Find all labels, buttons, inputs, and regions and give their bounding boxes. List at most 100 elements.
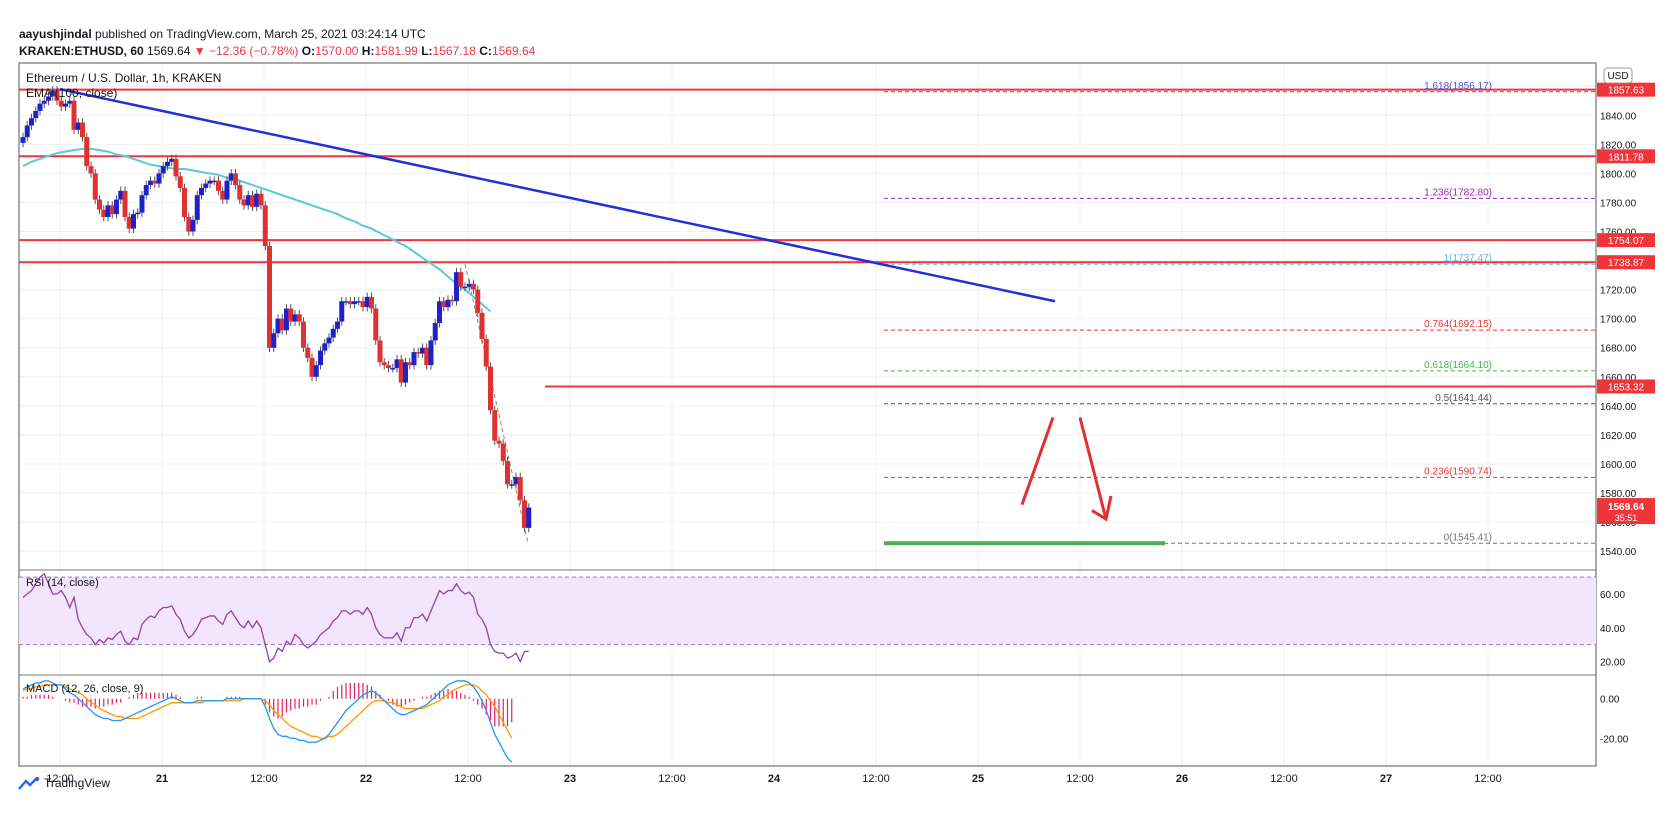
candle-body [509,484,515,486]
candle-body [88,166,94,174]
candle-body [199,187,204,196]
price-tick-label: 1700.00 [1600,315,1637,326]
ema-line [22,147,492,313]
close-value: 1569.64 [491,44,536,58]
candle-body [46,96,51,101]
candle-body [203,183,209,188]
candle-body [241,199,247,206]
candle-body [114,199,119,215]
candle-body [398,359,404,383]
candle-body [424,347,430,366]
candle-body [207,180,213,184]
fibonacci-level-label: 0(1545.41) [1444,532,1492,543]
candle-body [411,352,417,366]
candle-body [288,308,294,322]
candle-body [169,158,175,162]
price-level-badge-label: 1738.87 [1608,258,1645,269]
macd-tick-label: -20.00 [1600,734,1629,745]
rsi-tick-label: 60.00 [1600,590,1625,601]
projection-down-arrow [1078,417,1108,520]
candle-body [432,323,438,341]
candle-body [50,90,56,97]
candle-body [75,122,81,130]
open-value: 1570.00 [315,44,359,58]
candle-body [428,340,434,366]
candle-body [492,410,498,441]
candle-body [466,283,472,287]
candle-body [228,173,234,181]
candle-body [122,190,128,217]
candle-body [224,180,230,200]
candle-body [135,212,141,215]
price-level-badge-label: 1754.07 [1608,236,1645,247]
candle-body [500,443,506,462]
rsi-tick-label: 20.00 [1600,658,1625,669]
candle-body [301,321,306,348]
candle-body [216,180,221,191]
candle-body [177,176,183,188]
price-level-badge [1597,255,1655,270]
candle-body [505,461,510,485]
price-tick-label: 1660.00 [1600,373,1637,384]
candle-body [67,100,73,104]
time-tick-label: 24 [768,773,781,785]
candle-body [458,272,464,287]
candle-body [381,362,387,366]
price-tick-label: 1640.00 [1600,402,1637,413]
candle-body [322,343,328,351]
candle-body [513,477,519,485]
candle-body [415,352,421,354]
currency-badge-label: USD [1607,71,1628,82]
candle-body [309,357,315,377]
author-name[interactable]: aayushjindal [19,27,92,41]
candle-body [339,301,345,322]
candle-body [271,333,277,348]
candle-body [386,365,391,369]
fibonacci-level-label: 0.5(1641.44) [1435,393,1492,404]
candle-body [296,314,302,322]
candle-body [101,209,107,217]
candle-body [165,161,170,167]
candle-body [394,359,400,369]
low-value: 1567.18 [432,44,476,58]
chart-frame [18,62,1597,767]
last-price: 1569.64 [147,44,191,58]
candle-body [54,90,60,101]
currency-badge[interactable] [1603,67,1633,84]
branding-label: TradingView [44,776,111,790]
price-level-badge-label: 1857.63 [1608,86,1645,97]
candle-body [245,195,251,206]
price-tick-label: 1840.00 [1600,111,1637,122]
candle-body [318,350,323,366]
candle-body [63,103,68,107]
candle-body [441,301,447,308]
candle-body [258,193,264,206]
fibonacci-level-label: 1(1737.47) [1444,253,1492,264]
candle-body [131,214,136,229]
open-label: O: [301,44,316,58]
last-price-label: 1569.64 [1608,502,1645,513]
candle-body [483,339,489,367]
candle-body [377,340,383,363]
candle-body [326,337,332,344]
time-tick-label: 22 [360,773,372,785]
candle-body [92,173,98,200]
last-price-badge [1597,498,1655,525]
price-level-badge [1597,82,1655,97]
candle-body [126,216,132,229]
time-tick-label: 25 [972,773,984,785]
candle-body [71,100,77,130]
candle-body [305,347,311,358]
candle-body [330,328,336,338]
candle-body [173,158,179,177]
branding[interactable]: TradingView [18,776,110,790]
rsi-tick-label: 40.00 [1600,624,1625,635]
price-tick-label: 1680.00 [1600,344,1637,355]
low-label: L: [421,44,433,58]
projection-down-arrowhead [1091,495,1113,522]
candle-body [97,199,102,210]
candle-body [250,195,255,207]
symbol-label: KRAKEN:ETHUSD, 60 [19,44,144,58]
candle-body [449,299,455,302]
